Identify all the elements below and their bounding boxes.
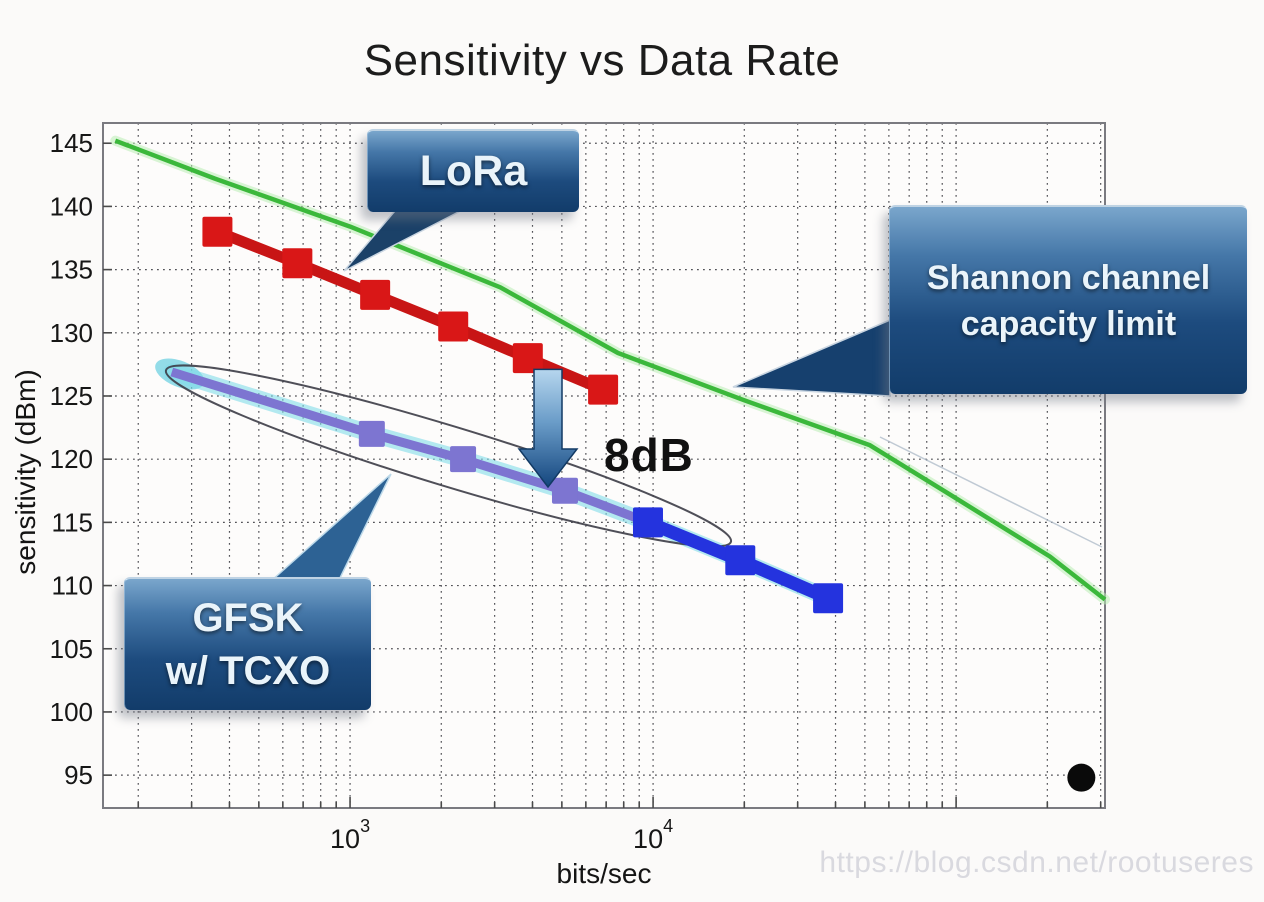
y-tick-label: 135 <box>50 255 93 285</box>
gfsk-ellipse-outline <box>164 364 733 548</box>
y-tick-label: 140 <box>50 191 93 221</box>
shannon-callout-line1: Shannon channel <box>926 258 1211 297</box>
gap-arrow <box>517 368 579 489</box>
gfsk-callout-line2: w/ TCXO <box>165 648 331 693</box>
y-tick-label: 110 <box>52 571 93 601</box>
shannon-callout: Shannon channel capacity limit <box>889 205 1247 394</box>
gfsk-marker <box>813 583 844 614</box>
black-dot <box>1067 763 1096 792</box>
y-tick-label: 100 <box>50 697 93 727</box>
chart-title: Sensitivity vs Data Rate <box>363 36 841 85</box>
shannon-line <box>114 138 1107 602</box>
gfsk-callout: GFSK w/ TCXO <box>124 577 371 710</box>
gfsk-marker <box>632 507 663 538</box>
gfsk-callout-line1: GFSK <box>192 595 304 640</box>
x-axis-label: bits/sec <box>556 858 652 889</box>
y-tick-label: 120 <box>50 444 93 474</box>
lora-callout-label: LoRa <box>419 147 528 195</box>
y-tick-label: 105 <box>50 634 93 664</box>
y-tick-label: 115 <box>52 507 93 537</box>
stray-mark <box>879 436 1103 548</box>
lora-marker <box>512 343 543 374</box>
y-tick-label: 95 <box>64 760 93 790</box>
y-tick-label: 125 <box>50 381 93 411</box>
lora-marker <box>202 216 233 247</box>
gap-annotation-label: 8dB <box>604 429 694 481</box>
y-tick-label: 145 <box>50 128 93 158</box>
watermark: https://blog.csdn.net/rootuseres <box>819 846 1254 879</box>
x-tick-label: 104 <box>633 816 673 854</box>
axes-border <box>102 122 1106 809</box>
gfsk-marker <box>358 420 385 447</box>
gfsk-marker <box>450 446 477 473</box>
lora-marker <box>282 248 313 279</box>
lora-marker <box>588 374 619 405</box>
x-tick-label: 103 <box>330 816 370 854</box>
shannon-callout-line2: capacity limit <box>960 304 1177 343</box>
lora-marker <box>438 311 469 342</box>
gfsk-marker <box>551 477 578 504</box>
gfsk-marker <box>725 545 756 576</box>
lora-callout: LoRa <box>367 129 579 212</box>
y-tick-label: 130 <box>50 318 93 348</box>
y-axis-label: sensitivity (dBm) <box>10 369 41 575</box>
lora-marker <box>360 279 391 310</box>
